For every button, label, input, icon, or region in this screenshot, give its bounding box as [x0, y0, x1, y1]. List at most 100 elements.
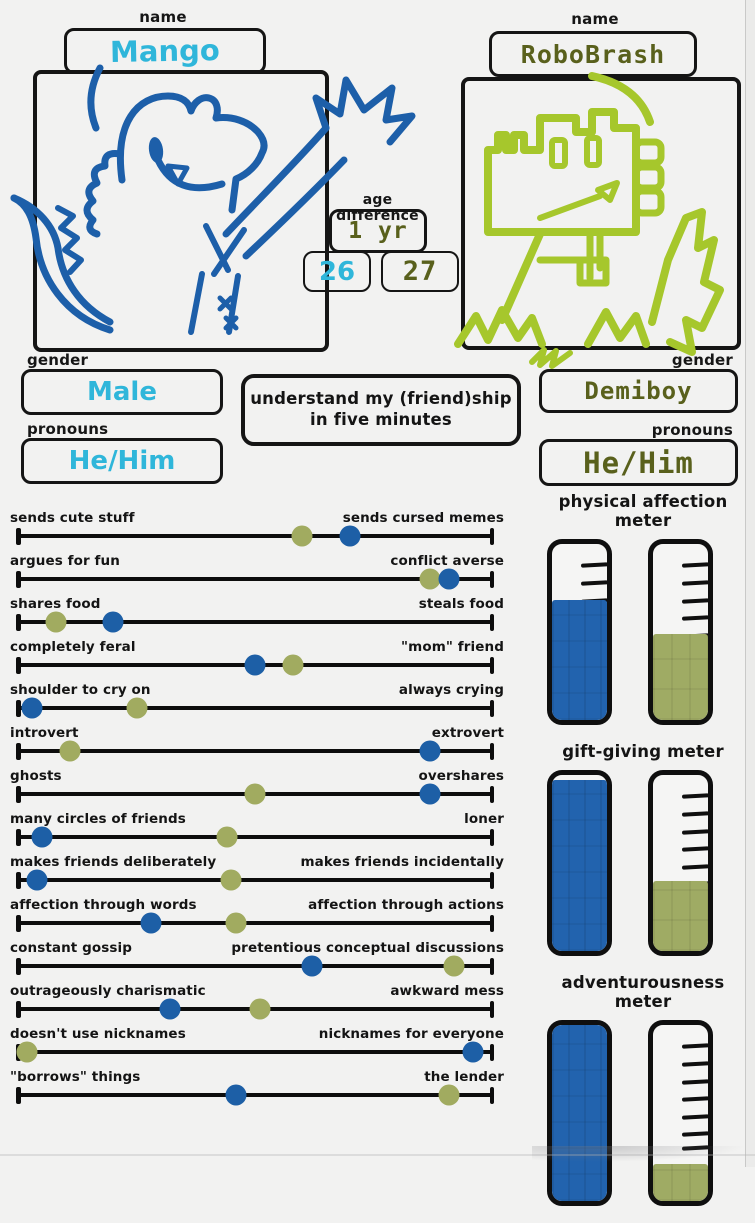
slider-row: doesn't use nicknames nicknames for every…: [10, 1023, 504, 1066]
mango-motion-line: [87, 64, 104, 132]
mango-claw-hand: [312, 76, 416, 146]
slider-track: [16, 740, 494, 762]
slider-row: many circles of friends loner: [10, 808, 504, 851]
center-note-box: understand my (friend)ship in five minut…: [241, 374, 521, 446]
slider-left-label: constant gossip: [10, 940, 133, 956]
name-label-right: name: [571, 10, 619, 28]
dot-robobrash: [220, 869, 242, 891]
slider-track: [16, 654, 494, 676]
gender-label-right: gender: [671, 351, 733, 369]
meter-tube-mango: [547, 539, 612, 725]
mango-drawing: [10, 64, 416, 335]
slider-track: [16, 1041, 494, 1063]
slider-row: makes friends deliberately makes friends …: [10, 851, 504, 894]
dot-robobrash: [225, 912, 247, 934]
slider-row: argues for fun conflict averse: [10, 550, 504, 593]
dot-robobrash: [59, 740, 81, 762]
mango-tooth: [165, 163, 190, 187]
meter-tick: [681, 562, 708, 568]
meter-block: physical affection meter: [537, 492, 749, 725]
mango-grin: [154, 156, 226, 192]
slider-left-label: introvert: [10, 725, 79, 741]
robobrash-neck-seg-3: [632, 187, 665, 217]
dot-mango: [419, 740, 441, 762]
page-edge-strip: [745, 0, 755, 1167]
dot-mango: [339, 525, 361, 547]
pronouns-label-left: pronouns: [27, 420, 109, 438]
meter-tube-robobrash: [648, 770, 713, 956]
meter-tube-robobrash: [648, 539, 713, 725]
mango-arm-top: [222, 124, 330, 238]
age-difference-label: age difference: [336, 192, 419, 224]
meter-fill-mango: [552, 780, 607, 951]
mango-tail-spikes: [55, 205, 84, 275]
dot-robobrash: [249, 998, 271, 1020]
meter-tick: [681, 811, 708, 817]
dot-mango: [462, 1041, 484, 1063]
slider-left-label: outrageously charismatic: [10, 983, 206, 999]
meter-tick: [681, 1114, 708, 1119]
slider-left-label: many circles of friends: [10, 811, 186, 827]
meter-title: gift-giving meter: [562, 742, 724, 761]
age-difference-box: 1 yr: [329, 209, 427, 253]
slider-left-label: argues for fun: [10, 553, 120, 569]
slider-track: [16, 568, 494, 590]
slider-right-label: "mom" friend: [401, 639, 504, 655]
meters-column: physical affection meter gift-giving mete…: [537, 492, 749, 1223]
meter-fill-mango: [552, 600, 607, 720]
dot-mango: [31, 826, 53, 848]
slider-row: "borrows" things the lender: [10, 1066, 504, 1109]
robobrash-motion-line: [588, 72, 654, 126]
dot-mango: [140, 912, 162, 934]
mango-neck-scales: [83, 150, 124, 238]
robobrash-foot-spikes-left: [454, 306, 546, 348]
name-label-left: name: [139, 8, 187, 26]
robobrash-foot-spikes-right: [584, 308, 650, 348]
mango-coat-x-stitches: [217, 295, 239, 331]
meter-tick: [681, 580, 708, 586]
meter-tick: [681, 793, 708, 799]
dot-robobrash: [244, 783, 266, 805]
robobrash-torso-lines: [586, 228, 604, 282]
gender-box-mango: Male: [21, 369, 223, 415]
slider-right-label: affection through actions: [308, 897, 504, 913]
robobrash-scribble: [529, 347, 573, 369]
slider-row: outrageously charismatic awkward mess: [10, 980, 504, 1023]
pronouns-box-mango: He/Him: [21, 438, 223, 484]
slider-left-label: shares food: [10, 596, 101, 612]
mango-age: 26: [318, 256, 356, 287]
meter-title: physical affection meter: [558, 492, 728, 530]
dot-mango: [102, 611, 124, 633]
dot-robobrash: [216, 826, 238, 848]
robobrash-leg-line: [498, 230, 544, 324]
robobrash-chest-panel: [576, 256, 610, 287]
dot-robobrash: [291, 525, 313, 547]
slider-track: [16, 998, 494, 1020]
slider-row: shoulder to cry on always crying: [10, 679, 504, 722]
gender-box-robobrash: Demiboy: [539, 369, 738, 413]
slider-right-label: pretentious conceptual discussions: [231, 940, 504, 956]
slider-row: sends cute stuff sends cursed memes: [10, 507, 504, 550]
slider-right-label: nicknames for everyone: [318, 1026, 504, 1042]
meter-fill-robobrash: [653, 880, 708, 951]
dot-robobrash: [443, 955, 465, 977]
dot-robobrash: [16, 1041, 38, 1063]
slider-right-label: overshares: [418, 768, 504, 784]
slider-left-label: completely feral: [10, 639, 136, 655]
trait-sliders: sends cute stuff sends cursed memes argues…: [10, 507, 504, 1109]
slider-track: [16, 869, 494, 891]
slider-left-label: "borrows" things: [10, 1069, 141, 1085]
meter-tube-robobrash: [648, 1020, 713, 1206]
slider-right-label: conflict averse: [390, 553, 504, 569]
mango-gender: Male: [87, 377, 157, 407]
robobrash-tail-spikes: [648, 208, 724, 356]
slider-right-label: loner: [464, 811, 504, 827]
meter-block: gift-giving meter: [537, 742, 749, 956]
robobrash-head: [484, 108, 640, 236]
slider-right-label: sends cursed memes: [342, 510, 504, 526]
mango-arm-bottom: [242, 156, 348, 260]
slider-row: completely feral "mom" friend: [10, 636, 504, 679]
dot-mango: [21, 697, 43, 719]
meter-fill-robobrash: [653, 633, 708, 720]
age-box-mango: 26: [303, 251, 371, 292]
